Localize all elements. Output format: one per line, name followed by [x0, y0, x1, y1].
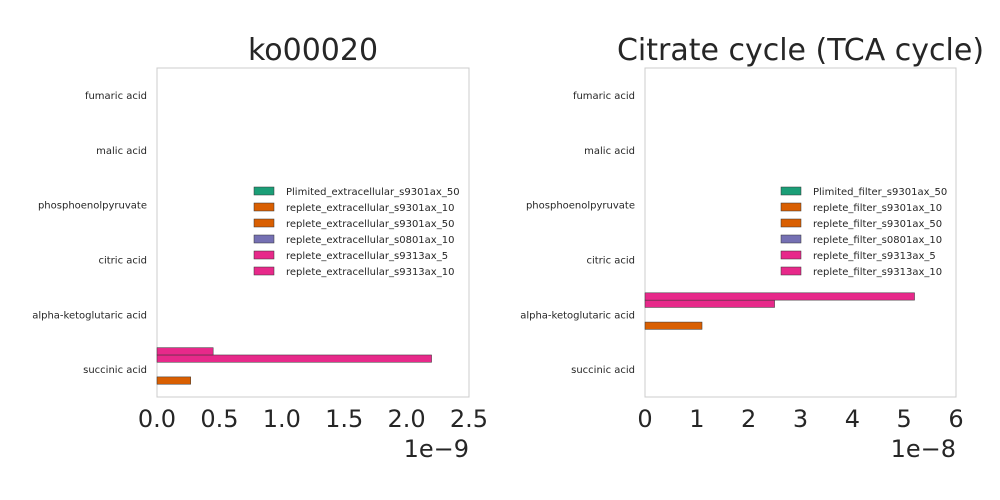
x-tick-label: 5	[897, 405, 912, 433]
category-label: citric acid	[586, 255, 635, 266]
legend: Plimited_extracellular_s9301ax_50replete…	[253, 186, 460, 278]
legend-swatch	[253, 186, 275, 196]
category-label: fumaric acid	[573, 91, 635, 102]
legend-entry: replete_filter_s0801ax_10	[813, 235, 942, 246]
legend-swatch	[253, 250, 275, 260]
legend-swatch	[780, 218, 802, 228]
x-tick-label: 2	[741, 405, 756, 433]
x-tick-label: 4	[845, 405, 860, 433]
bar	[644, 321, 703, 330]
x-tick-label: 0.5	[200, 405, 238, 433]
legend-entry: replete_filter_s9313ax_5	[813, 251, 936, 262]
category-label: succinic acid	[571, 365, 635, 376]
category-label: malic acid	[584, 146, 635, 157]
chart-title: Citrate cycle (TCA cycle)	[617, 33, 984, 68]
category-label: fumaric acid	[85, 91, 147, 102]
legend-swatch	[780, 186, 802, 196]
legend-entry: replete_filter_s9313ax_10	[813, 267, 942, 278]
legend-swatch	[780, 234, 802, 244]
x-tick-label: 6	[948, 405, 963, 433]
bar	[156, 376, 191, 385]
x-tick-label: 1.0	[263, 405, 301, 433]
category-label: citric acid	[98, 255, 147, 266]
category-label: malic acid	[96, 146, 147, 157]
bar	[156, 347, 214, 356]
x-tick-label: 3	[793, 405, 808, 433]
x-tick-label: 0	[637, 405, 652, 433]
x-offset-label: 1e−8	[891, 435, 956, 463]
legend-swatch	[253, 266, 275, 276]
x-tick-label: 0.0	[138, 405, 176, 433]
category-label: alpha-ketoglutaric acid	[32, 310, 147, 321]
chart-title: ko00020	[248, 33, 378, 68]
bar	[156, 354, 432, 363]
legend-entry: Plimited_extracellular_s9301ax_50	[286, 187, 460, 198]
plot-frame	[156, 67, 470, 398]
x-tick-label: 1.5	[325, 405, 363, 433]
legend-swatch	[780, 250, 802, 260]
plot-frame	[644, 67, 957, 398]
legend-entry: replete_extracellular_s9301ax_50	[286, 219, 454, 230]
legend: Plimited_filter_s9301ax_50 replete_filter…	[780, 186, 947, 278]
legend-swatch	[780, 202, 802, 212]
category-label: alpha-ketoglutaric acid	[520, 310, 635, 321]
legend-entry: replete_extracellular_s9313ax_10	[286, 267, 454, 278]
chart-2: Citrate cycle (TCA cycle) fumaric acid mal…	[520, 33, 984, 463]
legend-entry: Plimited_filter_s9301ax_50	[813, 187, 947, 198]
legend-entry: replete_extracellular_s9301ax_10	[286, 203, 454, 214]
x-offset-label: 1e−9	[404, 435, 469, 463]
legend-swatch	[780, 266, 802, 276]
x-tick-label: 2.5	[450, 405, 488, 433]
x-tick-label: 1	[689, 405, 704, 433]
legend-entry: replete_filter_s9301ax_50	[813, 219, 942, 230]
legend-swatch	[253, 218, 275, 228]
category-label: phosphoenolpyruvate	[38, 201, 147, 212]
legend-swatch	[253, 234, 275, 244]
legend-entry: replete_filter_s9301ax_10	[813, 203, 942, 214]
bar	[644, 292, 915, 301]
chart-1: ko00020 fumaric acid malic acid phosphoenol…	[32, 33, 488, 463]
legend-entry: replete_extracellular_s9313ax_5	[286, 251, 448, 262]
category-label: succinic acid	[83, 365, 147, 376]
legend-swatch	[253, 202, 275, 212]
bar	[644, 299, 775, 308]
x-tick-label: 2.0	[388, 405, 426, 433]
legend-entry: replete_extracellular_s0801ax_10	[286, 235, 454, 246]
category-label: phosphoenolpyruvate	[526, 201, 635, 212]
